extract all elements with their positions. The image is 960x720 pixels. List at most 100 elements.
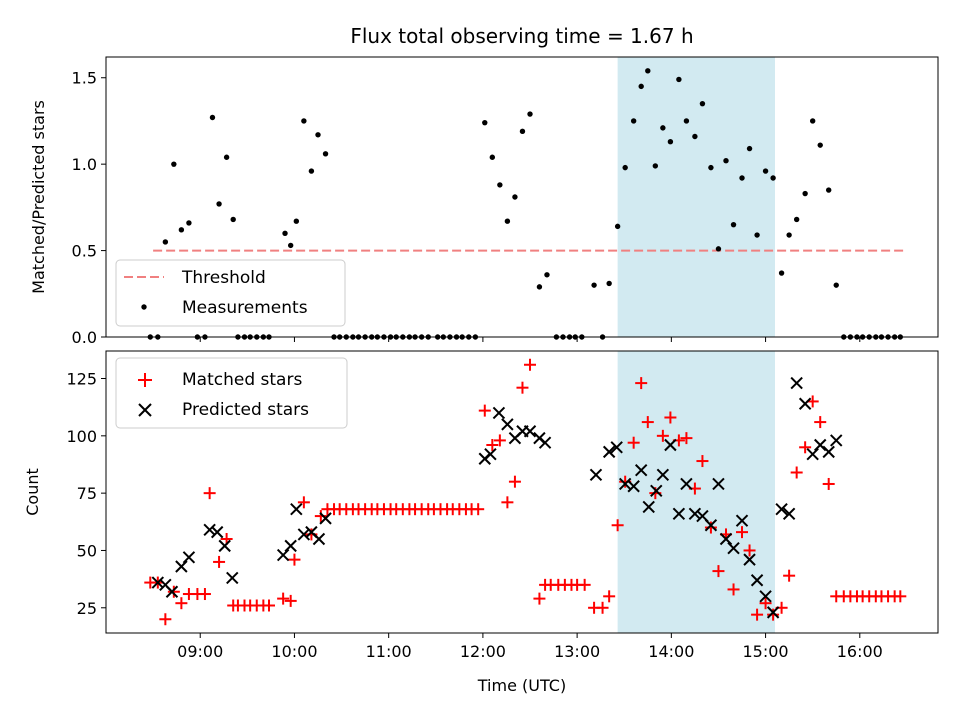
- predicted-star-point: [656, 468, 670, 482]
- bottom-x-tick-label: 12:00: [460, 642, 506, 661]
- measurement-point: [301, 118, 307, 124]
- matched-star-point: [203, 487, 216, 500]
- predicted-star-point: [719, 532, 733, 546]
- predicted-star-point: [712, 477, 725, 491]
- chart-title: Flux total observing time = 1.67 h: [350, 24, 693, 48]
- predicted-star-point: [814, 438, 827, 452]
- matched-star-point: [635, 377, 648, 390]
- measurement-point: [322, 151, 329, 157]
- matched-star-point: [297, 496, 310, 509]
- matched-star-point: [478, 404, 491, 417]
- predicted-star-point: [627, 480, 640, 493]
- matched-star-point: [533, 592, 546, 605]
- bottom-axes-frame: [105, 350, 939, 634]
- matched-star-point: [314, 510, 327, 523]
- predicted-star-point: [664, 438, 677, 452]
- predicted-star-point: [492, 406, 506, 420]
- matched-star-point: [524, 358, 537, 371]
- matched-star-point: [159, 613, 172, 626]
- matched-star-point: [751, 608, 764, 621]
- predicted-star-point: [750, 574, 764, 587]
- bottom-x-tick-label: 14:00: [648, 642, 694, 661]
- bottom-highlight-span: [617, 351, 775, 633]
- matched-star-point: [894, 590, 907, 603]
- measurement-point: [497, 182, 503, 188]
- measurement-point: [287, 242, 294, 249]
- x-axis-label: Time (UTC): [477, 676, 566, 695]
- matched-star-point: [627, 436, 640, 449]
- matched-star-point: [277, 592, 290, 605]
- measurement-point: [230, 216, 236, 223]
- top-y-tick-label: 0.5: [72, 242, 97, 261]
- predicted-star-point: [727, 541, 740, 555]
- measurement-point: [178, 227, 185, 233]
- measurement-point: [282, 230, 288, 236]
- predicted-star-point: [743, 553, 756, 566]
- measurement-point: [171, 161, 177, 167]
- bottom-y-tick-label: 25: [77, 599, 97, 618]
- measurement-point: [754, 232, 760, 238]
- matched-star-point: [516, 381, 529, 394]
- predicted-star-point: [642, 500, 655, 514]
- predicted-star-point: [680, 477, 693, 491]
- predicted-star-point: [790, 376, 803, 390]
- matched-star-point: [656, 429, 669, 442]
- measurement-point: [786, 232, 792, 238]
- measurement-point: [536, 284, 543, 290]
- measurement-point: [660, 125, 666, 131]
- measurement-point: [489, 154, 496, 160]
- predicted-star-point: [501, 418, 514, 431]
- top-y-tick-label: 1.5: [72, 69, 97, 88]
- predicted-star-point: [276, 548, 290, 562]
- bottom-x-tick-label: 15:00: [743, 642, 789, 661]
- top-axes-frame: [105, 56, 939, 338]
- measurement-point: [216, 201, 222, 207]
- legend-matched-label: Matched stars: [182, 370, 302, 390]
- matched-star-point: [799, 441, 812, 454]
- predicted-star-point: [175, 560, 188, 573]
- matched-star-point: [783, 569, 796, 582]
- measurement-point: [802, 190, 808, 197]
- predicted-star-point: [589, 468, 603, 482]
- measurement-point: [723, 158, 729, 164]
- bottom-legend-box: [115, 357, 348, 429]
- measurement-point: [739, 175, 745, 181]
- measurement-point: [699, 100, 706, 107]
- predicted-star-point: [759, 590, 772, 603]
- matched-star-point: [288, 553, 301, 566]
- matched-star-point: [198, 588, 211, 601]
- measurement-point: [793, 216, 800, 223]
- matched-star-point: [596, 601, 609, 614]
- measurement-point: [638, 83, 644, 90]
- predicted-star-point: [290, 502, 303, 516]
- measurement-point: [730, 221, 737, 228]
- measurement-point: [778, 270, 785, 276]
- matched-stars-points: [144, 358, 907, 626]
- measurement-point: [482, 119, 488, 126]
- matched-star-point: [501, 496, 514, 509]
- matched-star-point: [284, 594, 297, 607]
- matched-star-point: [472, 503, 485, 516]
- measurement-point: [614, 223, 621, 230]
- matched-star-point: [736, 526, 749, 539]
- measurement-point: [652, 163, 659, 169]
- bottom-x-tick-label: 16:00: [837, 642, 883, 661]
- matched-star-point: [680, 432, 693, 445]
- measurement-point: [308, 168, 315, 174]
- predicted-star-point: [297, 528, 311, 541]
- predicted-star-point: [538, 436, 552, 449]
- bottom-y-tick-label: 125: [66, 370, 97, 389]
- predicted-star-point: [766, 606, 780, 619]
- bottom-y-ticks: 25 50 75 100 125: [66, 370, 106, 618]
- measurement-point: [825, 187, 832, 193]
- predicted-star-point: [798, 397, 812, 410]
- measurement-point: [527, 111, 533, 117]
- matched-star-point: [712, 565, 725, 578]
- measurement-point: [591, 282, 597, 288]
- matched-star-point: [167, 585, 180, 598]
- bottom-y-tick-label: 100: [66, 427, 97, 446]
- matched-star-point: [696, 455, 709, 468]
- predicted-star-point: [312, 532, 326, 546]
- bottom-y-axis-label: Count: [23, 468, 42, 516]
